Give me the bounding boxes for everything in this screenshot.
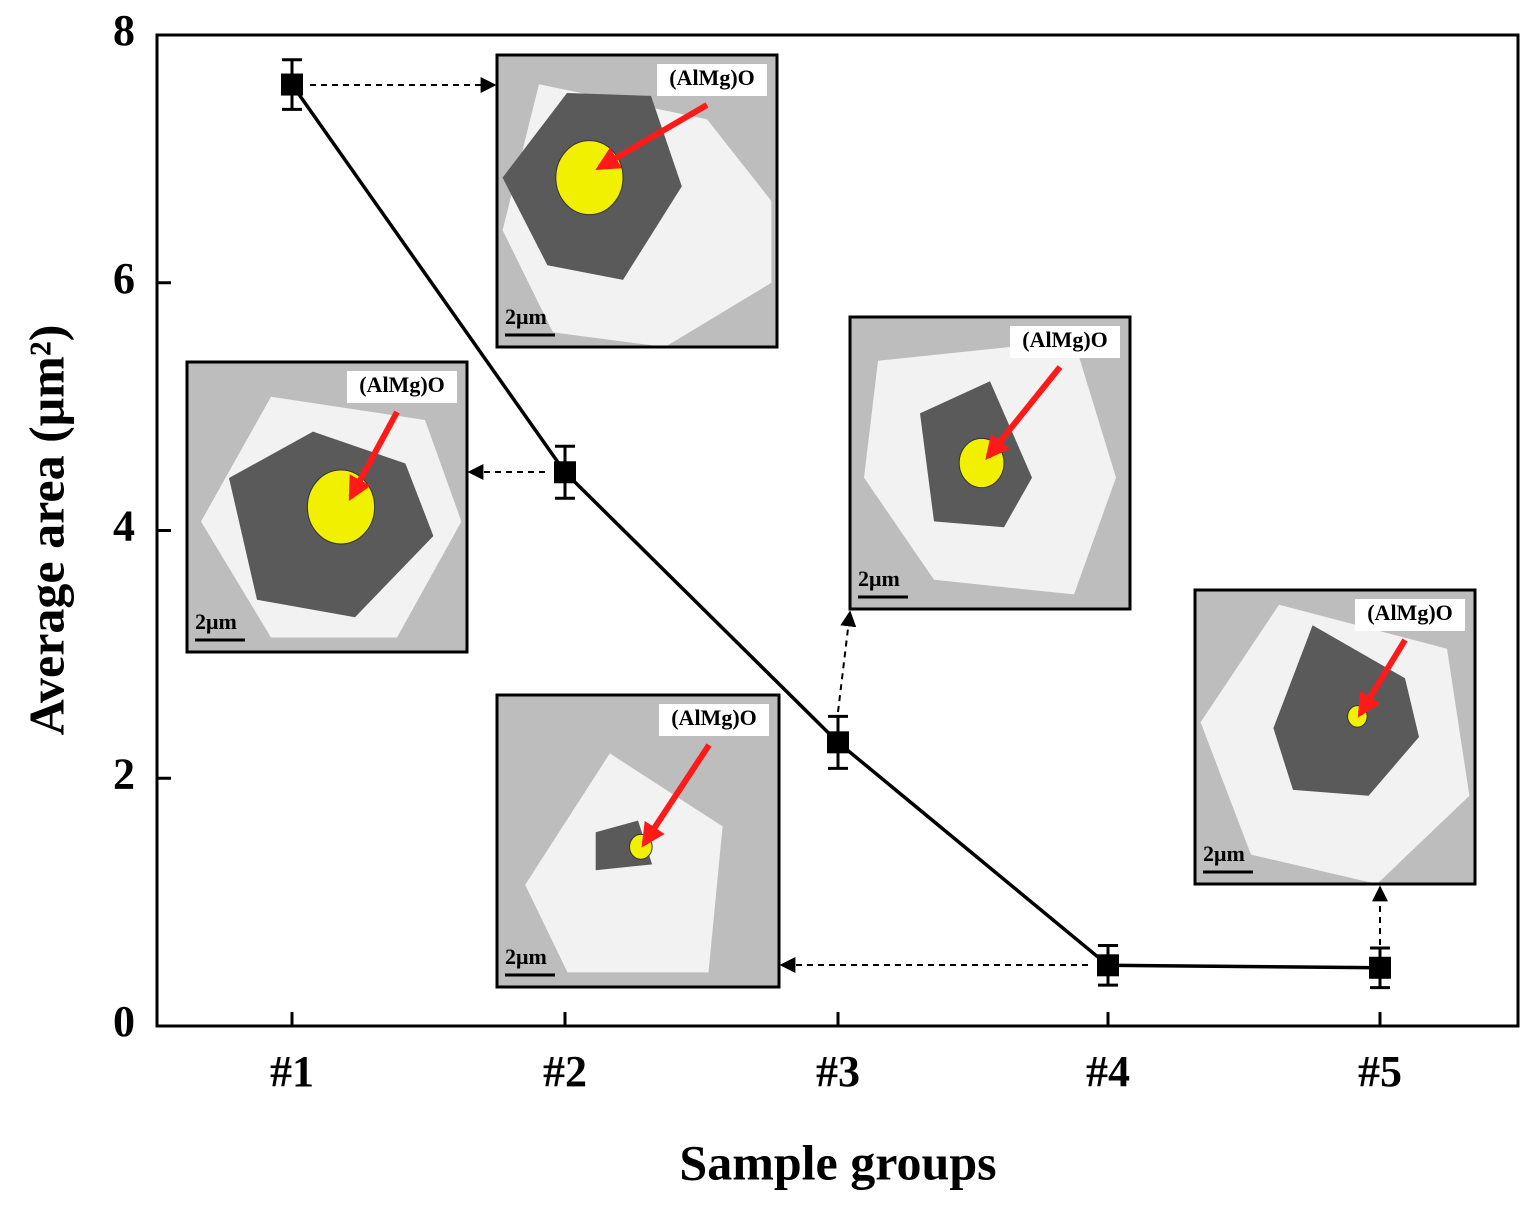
inset-frame — [185, 360, 469, 654]
inset-label: (AlMg)O — [1367, 600, 1453, 625]
inset-label: (AlMg)O — [671, 705, 757, 730]
y-tick-label: 2 — [113, 749, 135, 798]
label-box — [1010, 326, 1120, 358]
inset: (AlMg)O 2μm — [495, 693, 781, 989]
pointer-arrow — [985, 365, 1063, 461]
y-tick-label: 6 — [113, 254, 135, 303]
label-box — [659, 704, 769, 736]
inset-frame — [495, 53, 779, 349]
scale-label: 2μm — [505, 944, 547, 969]
y-tick-label: 4 — [113, 502, 135, 551]
y-tick-label: 0 — [113, 997, 135, 1046]
oxide-core — [555, 140, 624, 216]
x-tick-label: #4 — [1086, 1047, 1130, 1096]
y-tick-label: 8 — [113, 6, 135, 55]
connector-arrow — [837, 610, 857, 713]
label-box — [347, 371, 457, 403]
label-box — [1355, 599, 1465, 631]
inset: (AlMg)O 2μm — [495, 53, 779, 349]
inset: (AlMg)O 2μm — [185, 360, 469, 654]
pointer-arrow — [1357, 638, 1408, 718]
inset: (AlMg)O 2μm — [1193, 588, 1477, 886]
pointer-arrow — [348, 410, 400, 502]
y-axis-title: Average area (μm²) — [18, 325, 74, 736]
inset-label: (AlMg)O — [1022, 327, 1108, 352]
inset-frame — [495, 693, 781, 989]
inset-label: (AlMg)O — [669, 65, 755, 90]
marker — [281, 73, 303, 96]
marker — [827, 731, 849, 754]
x-tick-label: #2 — [543, 1047, 587, 1096]
marker — [1097, 954, 1119, 977]
x-tick-label: #5 — [1358, 1047, 1402, 1096]
pointer-arrow — [641, 743, 712, 848]
oxide-core — [306, 469, 376, 545]
label-box — [657, 64, 767, 96]
scale-label: 2μm — [858, 566, 900, 591]
scale-label: 2μm — [195, 609, 237, 634]
marker — [1369, 956, 1391, 979]
pointer-arrow — [595, 102, 709, 171]
inset-frame — [848, 315, 1132, 611]
inset-frame — [1193, 588, 1477, 886]
x-tick-label: #1 — [270, 1047, 314, 1096]
x-tick-label: #3 — [816, 1047, 860, 1096]
inclusion — [1273, 625, 1419, 796]
x-axis-title: Sample groups — [679, 1134, 996, 1190]
scale-label: 2μm — [1203, 841, 1245, 866]
inset: (AlMg)O 2μm — [848, 315, 1132, 611]
marker — [554, 461, 576, 484]
scale-label: 2μm — [505, 304, 547, 329]
inset-label: (AlMg)O — [359, 372, 445, 397]
